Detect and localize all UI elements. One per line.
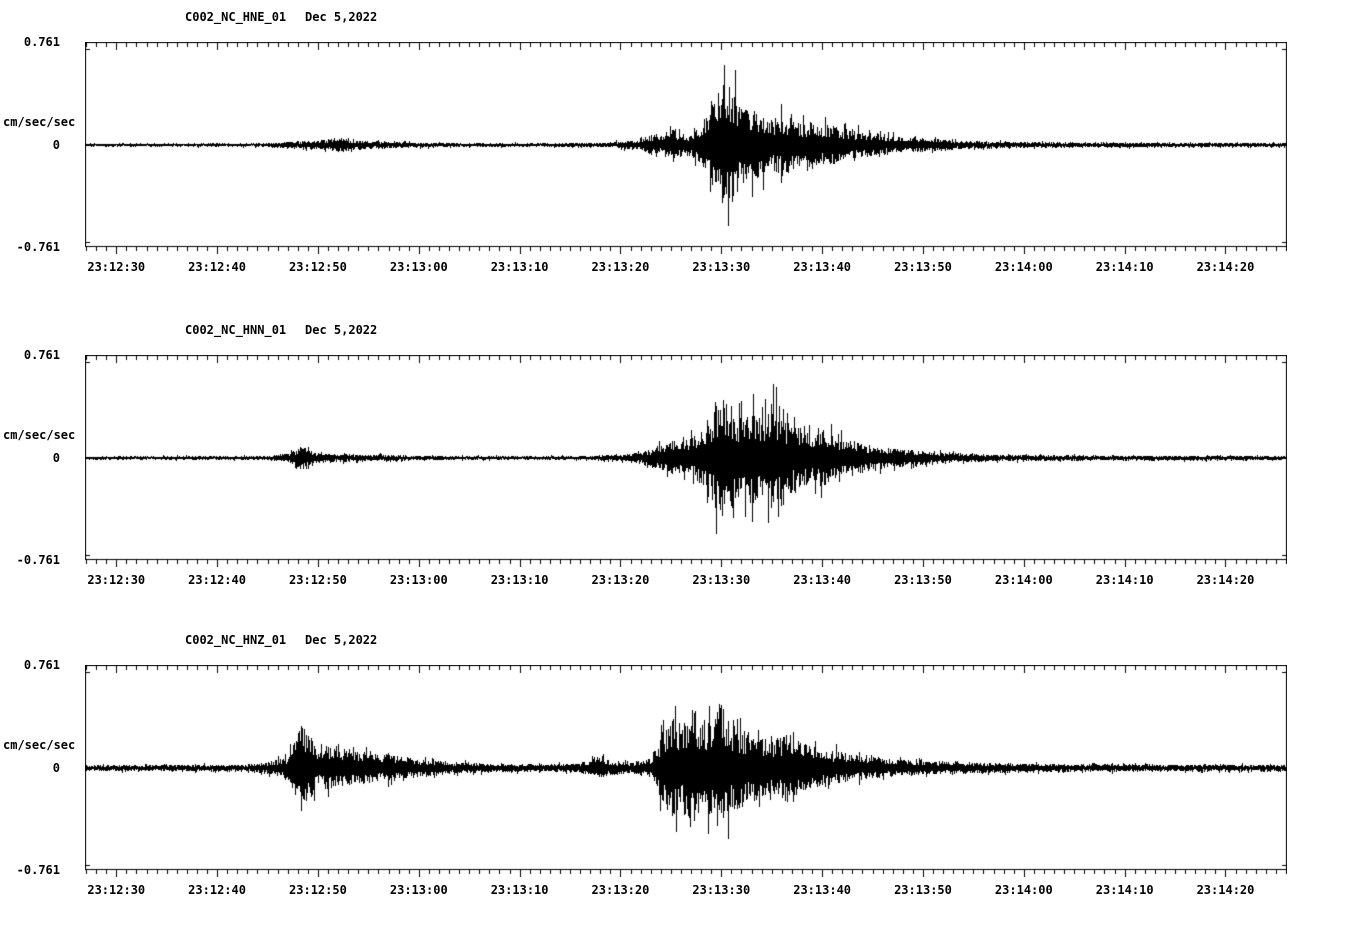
x-tick-label: 23:13:00 bbox=[389, 573, 448, 587]
x-tick-label: 23:13:40 bbox=[793, 883, 852, 897]
x-tick-label: 23:14:10 bbox=[1095, 883, 1154, 897]
x-tick-label: 23:14:00 bbox=[994, 573, 1053, 587]
x-tick-label: 23:13:10 bbox=[490, 260, 549, 274]
y-axis-unit-label: cm/sec/sec bbox=[3, 738, 76, 752]
x-tick-label: 23:14:10 bbox=[1095, 260, 1154, 274]
x-tick-label: 23:14:00 bbox=[994, 883, 1053, 897]
x-axis-labels: 23:12:30 23:12:40 23:12:50 23:13:00 23:13:10… bbox=[0, 883, 1358, 899]
y-axis-zero-label: 0 bbox=[52, 761, 60, 775]
y-axis-unit-label: cm/sec/sec bbox=[3, 428, 76, 442]
x-tick-label: 23:13:40 bbox=[793, 573, 852, 587]
seismogram-panel: C002_NC_HNN_01 Dec 5,2022 0.761 cm/sec/s… bbox=[0, 315, 1358, 615]
record-date: Dec 5,2022 bbox=[305, 633, 378, 647]
y-axis-min-label: -0.761 bbox=[16, 863, 60, 877]
seismogram-panel: C002_NC_HNE_01 Dec 5,2022 0.761 cm/sec/s… bbox=[0, 2, 1358, 302]
x-tick-label: 23:13:20 bbox=[591, 573, 650, 587]
x-tick-label: 23:13:00 bbox=[389, 260, 448, 274]
y-axis-max-label: 0.761 bbox=[23, 658, 60, 672]
x-tick-label: 23:13:10 bbox=[490, 883, 549, 897]
waveform-plot bbox=[85, 355, 1287, 567]
x-tick-label: 23:13:30 bbox=[692, 573, 751, 587]
x-tick-label: 23:12:50 bbox=[289, 883, 347, 897]
waveform-plot bbox=[85, 665, 1287, 877]
x-tick-label: 23:13:20 bbox=[591, 883, 650, 897]
x-tick-label: 23:13:50 bbox=[894, 573, 952, 587]
x-tick-label: 23:14:00 bbox=[994, 260, 1053, 274]
channel-name: C002_NC_HNE_01 bbox=[185, 10, 287, 24]
record-date: Dec 5,2022 bbox=[305, 10, 378, 24]
x-tick-label: 23:12:30 bbox=[87, 883, 146, 897]
x-tick-label: 23:14:20 bbox=[1196, 883, 1255, 897]
x-tick-label: 23:13:50 bbox=[894, 883, 952, 897]
y-axis-min-label: -0.761 bbox=[16, 240, 60, 254]
x-tick-label: 23:13:20 bbox=[591, 260, 650, 274]
y-axis-zero-label: 0 bbox=[52, 138, 60, 152]
y-axis-max-label: 0.761 bbox=[23, 35, 60, 49]
x-tick-label: 23:13:10 bbox=[490, 573, 549, 587]
x-tick-label: 23:13:50 bbox=[894, 260, 952, 274]
channel-name: C002_NC_HNZ_01 bbox=[185, 633, 287, 647]
x-tick-label: 23:12:30 bbox=[87, 573, 146, 587]
x-tick-label: 23:12:40 bbox=[188, 260, 246, 274]
x-tick-label: 23:12:40 bbox=[188, 883, 246, 897]
x-tick-label: 23:12:30 bbox=[87, 260, 146, 274]
x-axis-labels: 23:12:30 23:12:40 23:12:50 23:13:00 23:13:10… bbox=[0, 573, 1358, 589]
y-axis-min-label: -0.761 bbox=[16, 553, 60, 567]
x-tick-label: 23:13:00 bbox=[389, 883, 448, 897]
x-tick-label: 23:13:30 bbox=[692, 260, 751, 274]
x-tick-label: 23:12:40 bbox=[188, 573, 246, 587]
y-axis-max-label: 0.761 bbox=[23, 348, 60, 362]
x-tick-label: 23:14:20 bbox=[1196, 573, 1255, 587]
seismogram-panel: C002_NC_HNZ_01 Dec 5,2022 0.761 cm/sec/s… bbox=[0, 625, 1358, 925]
y-axis-unit-label: cm/sec/sec bbox=[3, 115, 76, 129]
x-axis-labels: 23:12:30 23:12:40 23:12:50 23:13:00 23:13:10… bbox=[0, 260, 1358, 276]
record-date: Dec 5,2022 bbox=[305, 323, 378, 337]
x-tick-label: 23:13:40 bbox=[793, 260, 852, 274]
channel-name: C002_NC_HNN_01 bbox=[185, 323, 287, 337]
y-axis-zero-label: 0 bbox=[52, 451, 60, 465]
x-tick-label: 23:14:10 bbox=[1095, 573, 1154, 587]
waveform-plot bbox=[85, 42, 1287, 254]
x-tick-label: 23:13:30 bbox=[692, 883, 751, 897]
x-tick-label: 23:14:20 bbox=[1196, 260, 1255, 274]
x-tick-label: 23:12:50 bbox=[289, 260, 347, 274]
x-tick-label: 23:12:50 bbox=[289, 573, 347, 587]
